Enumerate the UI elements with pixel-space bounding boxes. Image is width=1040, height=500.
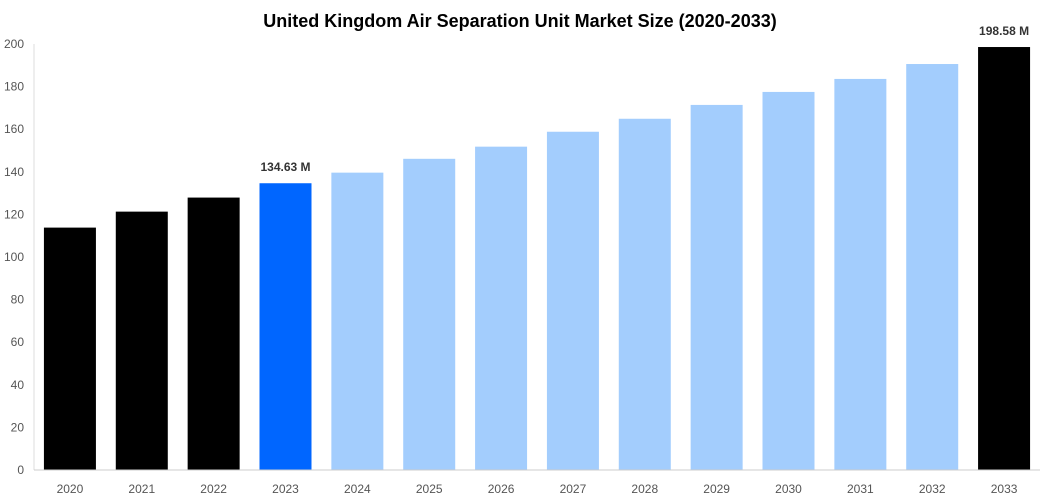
bar-2029 — [690, 104, 743, 470]
x-tick-label: 2020 — [57, 482, 84, 496]
y-tick-label: 60 — [11, 335, 25, 349]
chart-title: United Kingdom Air Separation Unit Marke… — [263, 11, 776, 31]
x-tick-label: 2030 — [775, 482, 802, 496]
x-tick-label: 2028 — [631, 482, 658, 496]
x-tick-label: 2023 — [272, 482, 299, 496]
y-tick-label: 0 — [17, 463, 24, 477]
x-tick-label: 2033 — [991, 482, 1018, 496]
y-tick-label: 140 — [4, 165, 24, 179]
y-tick-label: 120 — [4, 207, 24, 221]
bars — [43, 47, 1031, 471]
x-tick-label: 2029 — [703, 482, 730, 496]
x-tick-label: 2024 — [344, 482, 371, 496]
bar-2025 — [403, 158, 456, 470]
y-tick-label: 200 — [4, 37, 24, 51]
bar-2030 — [762, 91, 815, 471]
x-tick-label: 2025 — [416, 482, 443, 496]
bar-2023 — [259, 183, 312, 470]
bar-2022 — [187, 197, 240, 470]
x-tick-label: 2021 — [128, 482, 155, 496]
y-axis: 0 20 40 60 80 100 120 140 160 180 200 — [4, 37, 35, 477]
data-label-2023: 134.63 M — [260, 160, 310, 174]
data-label-2033: 198.58 M — [979, 24, 1029, 38]
y-tick-label: 20 — [11, 420, 25, 434]
x-tick-label: 2026 — [488, 482, 515, 496]
bar-2020 — [43, 227, 96, 470]
bar-2021 — [115, 211, 168, 471]
y-tick-label: 160 — [4, 122, 24, 136]
x-tick-label: 2027 — [560, 482, 587, 496]
x-tick-label: 2032 — [919, 482, 946, 496]
y-tick-label: 180 — [4, 80, 24, 94]
data-labels: 134.63 M 198.58 M — [260, 24, 1029, 174]
bar-2032 — [906, 64, 959, 470]
y-tick-label: 40 — [11, 378, 25, 392]
bar-2028 — [618, 118, 671, 470]
y-tick-label: 80 — [11, 293, 25, 307]
bar-2027 — [546, 131, 599, 471]
y-tick-label: 100 — [4, 250, 24, 264]
x-axis: 2020 2021 2022 2023 2024 2025 2026 2027 2028 2029… — [34, 469, 1040, 496]
bar-2026 — [475, 146, 528, 470]
bar-2024 — [331, 172, 384, 471]
x-tick-label: 2022 — [200, 482, 227, 496]
bar-2033 — [978, 47, 1031, 471]
bar-2031 — [834, 78, 887, 470]
x-tick-label: 2031 — [847, 482, 874, 496]
